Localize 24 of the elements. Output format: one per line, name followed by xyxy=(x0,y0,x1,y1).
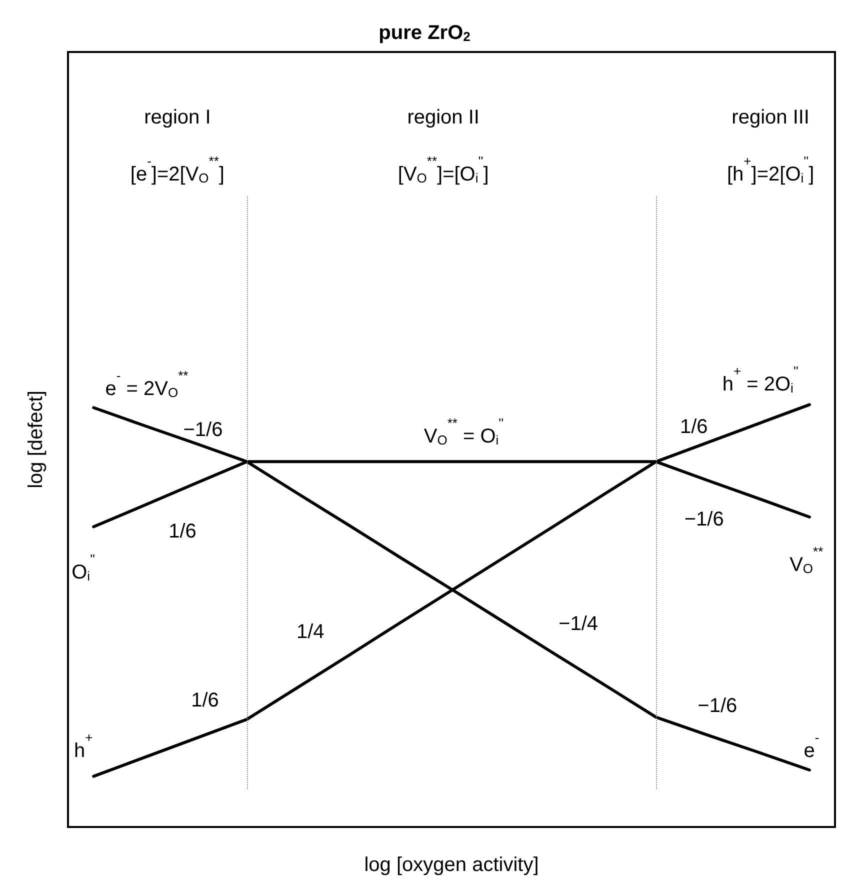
annotation: h+ xyxy=(74,730,93,762)
chart-title: pure ZrO2 xyxy=(378,22,470,44)
x-axis-title: log [oxygen activity] xyxy=(364,854,539,876)
text: e- = 2VO** xyxy=(105,368,188,400)
annotation: −1/6 xyxy=(684,508,724,530)
annotation: −1/4 xyxy=(558,613,598,636)
annotation: Oi'' xyxy=(72,552,96,584)
text: [e-]=2[VO**] xyxy=(130,153,224,186)
annotation: −1/6 xyxy=(698,695,738,718)
annotation: 1/4 xyxy=(296,620,324,643)
y-axis-title: log [defect] xyxy=(25,390,47,488)
annotation: 1/6 xyxy=(680,416,708,438)
text: h+ = 2Oi'' xyxy=(722,363,798,396)
annotation: 1/6 xyxy=(168,520,196,543)
text: region III xyxy=(732,106,810,128)
text: [h+]=2[Oi''] xyxy=(726,153,814,186)
annotation: e- xyxy=(804,730,820,762)
text: [VO**]=[Oi''] xyxy=(398,153,489,186)
annotation: −1/6 xyxy=(183,418,223,441)
text: region II xyxy=(407,106,480,128)
text: region I xyxy=(144,106,211,128)
annotation: VO** xyxy=(790,544,824,576)
annotation: VO** = Oi'' xyxy=(424,416,504,448)
annotation: 1/6 xyxy=(191,690,219,712)
